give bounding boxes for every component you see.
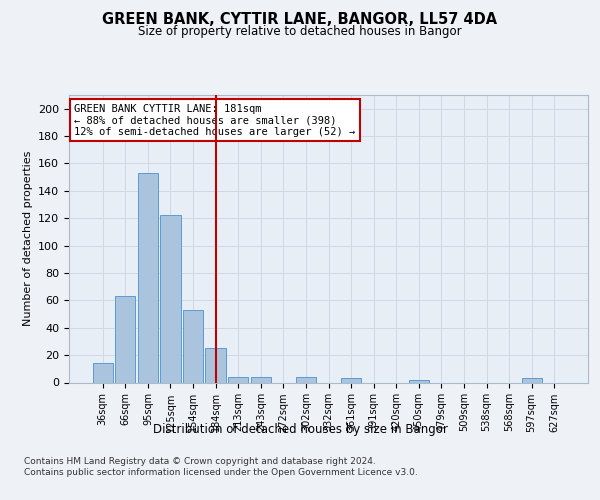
Bar — [341, 378, 361, 382]
Text: GREEN BANK CYTTIR LANE: 181sqm
← 88% of detached houses are smaller (398)
12% of: GREEN BANK CYTTIR LANE: 181sqm ← 88% of … — [74, 104, 355, 137]
Bar — [296, 377, 316, 382]
Text: Distribution of detached houses by size in Bangor: Distribution of detached houses by size … — [152, 422, 448, 436]
Bar — [183, 310, 203, 382]
Text: Size of property relative to detached houses in Bangor: Size of property relative to detached ho… — [138, 25, 462, 38]
Y-axis label: Number of detached properties: Number of detached properties — [23, 151, 32, 326]
Text: GREEN BANK, CYTTIR LANE, BANGOR, LL57 4DA: GREEN BANK, CYTTIR LANE, BANGOR, LL57 4D… — [103, 12, 497, 28]
Bar — [160, 216, 181, 382]
Bar — [92, 364, 113, 382]
Text: Contains HM Land Registry data © Crown copyright and database right 2024.
Contai: Contains HM Land Registry data © Crown c… — [24, 458, 418, 477]
Bar — [115, 296, 136, 382]
Bar — [251, 377, 271, 382]
Bar — [138, 173, 158, 382]
Bar — [409, 380, 429, 382]
Bar — [228, 377, 248, 382]
Bar — [205, 348, 226, 382]
Bar — [521, 378, 542, 382]
